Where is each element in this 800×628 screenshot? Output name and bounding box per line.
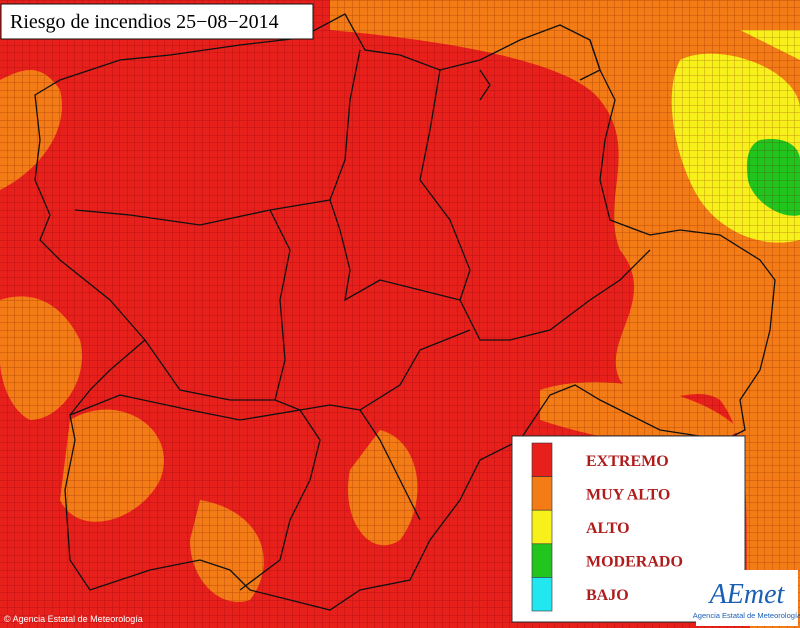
legend-label: EXTREMO <box>586 453 669 470</box>
legend-swatch <box>531 509 553 545</box>
legend-label: MUY ALTO <box>586 486 670 503</box>
legend-swatch <box>531 577 553 612</box>
logo: AEmet Agencia Estatal de Meteorología <box>693 570 800 626</box>
province-borders <box>34 13 776 611</box>
title-background <box>0 3 314 40</box>
title-box: Riesgo de incendios 25−08−2014 <box>0 3 314 40</box>
map-title: Riesgo de incendios 25−08−2014 <box>10 11 279 33</box>
logo-background <box>696 570 798 626</box>
legend-label: ALTO <box>586 520 630 537</box>
logo-subtitle: Agencia Estatal de Meteorología <box>693 611 800 620</box>
credit: © Agencia Estatal de Meteorología <box>4 614 143 624</box>
legend-label: MODERADO <box>586 554 683 571</box>
legend-label: BAJO <box>586 587 629 604</box>
legend-swatch <box>531 543 553 578</box>
logo-name: AEmet <box>708 579 786 610</box>
legend-swatch <box>531 476 553 511</box>
legend-swatch <box>531 442 553 477</box>
